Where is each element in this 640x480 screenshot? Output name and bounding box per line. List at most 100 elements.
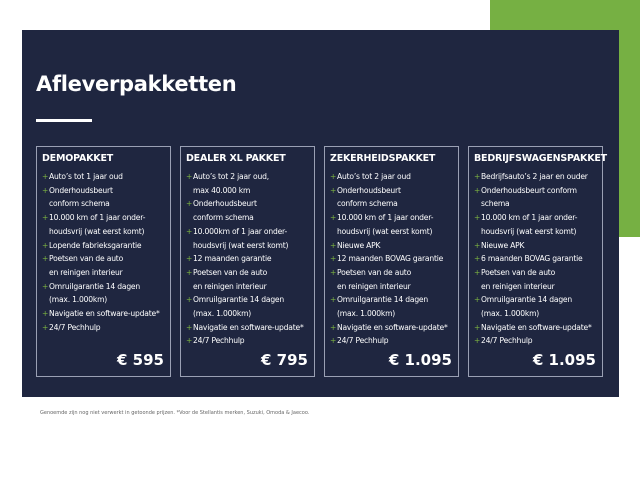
package-feature: + Omruilgarantie 14 dagen [42, 280, 165, 294]
feature-text: houdsvrij (wat eerst komt) [337, 226, 433, 236]
package-name: DEALER XL PAKKET [186, 153, 286, 164]
package-feature: + Navigatie en software-update* [42, 307, 165, 321]
feature-text: 24/7 Pechhulp [193, 336, 245, 346]
package-price: € 795 [261, 351, 308, 369]
plus-icon: + [474, 213, 481, 223]
package-feature: + Omruilgarantie 14 dagen [474, 293, 597, 307]
package-card: DEMOPAKKET + Auto’s tot 1 jaar oud + Onderho… [36, 146, 171, 377]
feature-text: Nieuwe APK [481, 240, 525, 250]
plus-icon: + [474, 254, 481, 264]
package-feature: schema [474, 197, 597, 211]
plus-icon [186, 239, 193, 253]
footnote: Genoemde zijn nog niet verwerkt in getoo… [40, 410, 310, 416]
feature-text: conform schema [193, 213, 254, 223]
plus-icon: + [330, 172, 337, 181]
plus-icon: + [474, 172, 481, 181]
plus-icon: + [42, 213, 49, 223]
package-card: DEALER XL PAKKET + Auto’s tot 2 jaar oud, m… [180, 146, 315, 377]
feature-text: Onderhoudsbeurt [337, 185, 401, 195]
package-price: € 595 [117, 351, 164, 369]
feature-text: Omruilgarantie 14 dagen [49, 281, 141, 291]
plus-icon [474, 307, 481, 321]
plus-icon: + [42, 281, 49, 291]
feature-text: 10.000 km of 1 jaar onder- [481, 213, 578, 223]
feature-text: Omruilgarantie 14 dagen [337, 295, 429, 305]
package-feature: en reinigen interieur [330, 280, 453, 294]
package-feature: +12 maanden BOVAG garantie [330, 252, 453, 266]
package-feature: houdsvrij (wat eerst komt) [330, 225, 453, 239]
package-feature: en reinigen interieur [474, 280, 597, 294]
feature-text: Poetsen van de auto [481, 267, 556, 277]
plus-icon: + [186, 254, 193, 264]
package-feature: + Nieuwe APK [474, 239, 597, 253]
feature-text: (max. 1.000km) [481, 309, 540, 319]
plus-icon: + [330, 336, 337, 346]
package-feature: max 40.000 km [186, 184, 309, 198]
feature-text: Navigatie en software-update* [193, 322, 304, 332]
package-price: € 1.095 [532, 351, 596, 369]
package-feature: houdsvrij (wat eerst komt) [186, 239, 309, 253]
package-feature: +10.000 km of 1 jaar onder- [474, 211, 597, 225]
feature-text: Auto’s tot 2 jaar oud, [193, 172, 269, 181]
feature-text: Omruilgarantie 14 dagen [481, 295, 573, 305]
feature-text: Nieuwe APK [337, 240, 381, 250]
feature-text: houdsvrij (wat eerst komt) [49, 226, 145, 236]
plus-icon: + [186, 336, 193, 346]
package-feature: + Poetsen van de auto [330, 266, 453, 280]
feature-text: en reinigen interieur [481, 281, 555, 291]
feature-text: 12 maanden garantie [193, 254, 272, 264]
package-name: BEDRIJFSWAGENSPAKKET [474, 153, 607, 164]
package-feature: +12 maanden garantie [186, 252, 309, 266]
plus-icon: + [42, 309, 49, 319]
feature-text: 10.000 km of 1 jaar onder- [337, 213, 434, 223]
plus-icon [330, 307, 337, 321]
package-feature: +24/7 Pechhulp [330, 334, 453, 348]
feature-text: (max. 1.000km) [337, 309, 396, 319]
plus-icon: + [42, 172, 49, 181]
package-feature: + Onderhoudsbeurt [186, 197, 309, 211]
package-feature: + Poetsen van de auto [42, 252, 165, 266]
package-name: ZEKERHEIDSPAKKET [330, 153, 436, 164]
plus-icon [330, 225, 337, 239]
package-card: ZEKERHEIDSPAKKET + Auto’s tot 2 jaar oud + O… [324, 146, 459, 377]
package-feature: conform schema [330, 197, 453, 211]
plus-icon [474, 225, 481, 239]
plus-icon [42, 197, 49, 211]
feature-text: 10.000km of 1 jaar onder- [193, 226, 288, 236]
feature-text: max 40.000 km [193, 185, 251, 195]
package-feature: +24/7 Pechhulp [186, 334, 309, 348]
feature-text: 24/7 Pechhulp [337, 336, 389, 346]
plus-icon [42, 293, 49, 307]
feature-text: Poetsen van de auto [193, 267, 268, 277]
plus-icon: + [474, 240, 481, 250]
package-feature: (max. 1.000km) [474, 307, 597, 321]
plus-icon: + [474, 322, 481, 332]
plus-icon: + [42, 240, 49, 250]
plus-icon: + [42, 185, 49, 195]
package-feature: + Navigatie en software-update* [186, 321, 309, 335]
package-feature: + Auto’s tot 2 jaar oud [330, 170, 453, 184]
package-feature: +24/7 Pechhulp [42, 321, 165, 335]
package-feature: + Navigatie en software-update* [474, 321, 597, 335]
feature-text: 24/7 Pechhulp [49, 322, 101, 332]
feature-text: 10.000 km of 1 jaar onder- [49, 213, 146, 223]
feature-text: Omruilgarantie 14 dagen [193, 295, 285, 305]
feature-text: Poetsen van de auto [49, 254, 124, 264]
plus-icon: + [330, 295, 337, 305]
package-feature: +10.000km of 1 jaar onder- [186, 225, 309, 239]
package-feature: + Auto’s tot 2 jaar oud, [186, 170, 309, 184]
package-feature: houdsvrij (wat eerst komt) [42, 225, 165, 239]
package-feature: + Auto’s tot 1 jaar oud [42, 170, 165, 184]
package-feature: + Lopende fabrieksgarantie [42, 239, 165, 253]
package-feature: + Nieuwe APK [330, 239, 453, 253]
feature-text: Auto’s tot 2 jaar oud [337, 172, 411, 181]
package-feature: en reinigen interieur [42, 266, 165, 280]
package-feature: + Onderhoudsbeurt conform [474, 184, 597, 198]
plus-icon: + [474, 185, 481, 195]
feature-text: conform schema [49, 199, 110, 209]
plus-icon: + [186, 172, 193, 181]
packages-panel [22, 30, 619, 397]
feature-text: en reinigen interieur [49, 267, 123, 277]
package-feature: +10.000 km of 1 jaar onder- [42, 211, 165, 225]
plus-icon [474, 197, 481, 211]
